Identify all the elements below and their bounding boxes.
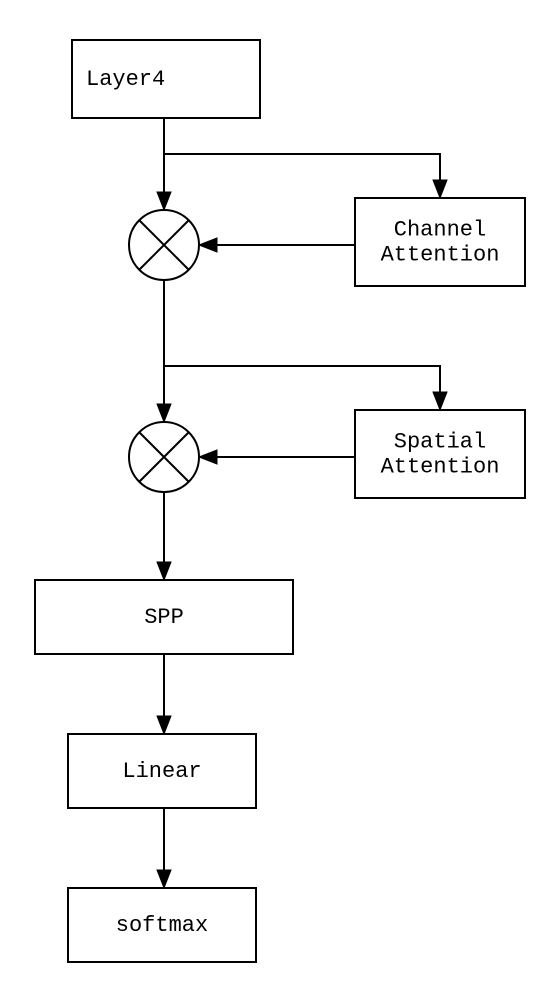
edge-e1b [164,154,440,182]
arrowhead [157,404,171,422]
arrowhead [157,870,171,888]
arrowhead [199,238,217,252]
label-channel-0: Channel [394,217,486,242]
label-spatial-1: Attention [381,455,500,480]
arrowhead [157,716,171,734]
flowchart: Layer4ChannelAttentionSpatialAttentionSP… [0,0,558,1000]
arrowhead [433,392,447,410]
arrowhead [433,180,447,198]
label-layer4: Layer4 [86,67,165,92]
arrowhead [157,192,171,210]
arrowhead [157,562,171,580]
label-spp: SPP [144,605,184,630]
label-channel-1: Attention [381,243,500,268]
label-spatial-0: Spatial [394,429,486,454]
arrowhead [199,450,217,464]
label-softmax: softmax [116,913,208,938]
edge-e3b [164,366,440,394]
label-linear: Linear [122,759,201,784]
